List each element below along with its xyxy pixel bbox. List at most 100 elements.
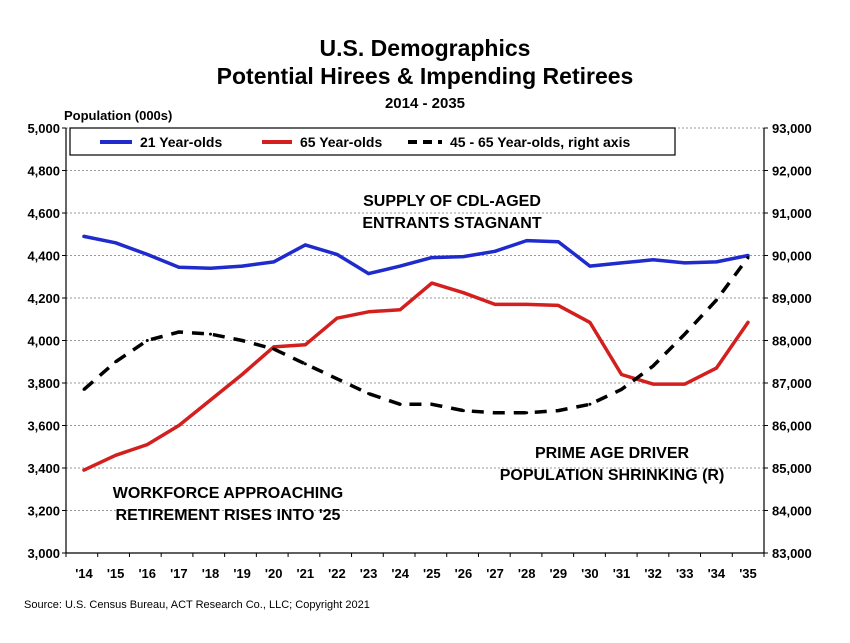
- x-tick-label: '25: [423, 566, 441, 581]
- x-tick-label: '32: [644, 566, 662, 581]
- series-0-point: [651, 258, 655, 262]
- series-2-point: [272, 347, 276, 351]
- series-0-point: [303, 243, 307, 247]
- series-2-point: [367, 392, 371, 396]
- left-tick-label: 4,800: [27, 164, 60, 179]
- left-tick-label: 4,600: [27, 206, 60, 221]
- right-tick-label: 86,000: [772, 419, 812, 434]
- x-tick-label: '24: [391, 566, 409, 581]
- annotation-prime-line1: PRIME AGE DRIVER: [535, 445, 690, 462]
- series-0-point: [683, 261, 687, 265]
- series-2-point: [493, 411, 497, 415]
- right-tick-label: 93,000: [772, 121, 812, 136]
- series-2-point: [714, 298, 718, 302]
- left-tick-label: 3,200: [27, 504, 60, 519]
- series-1-point: [620, 373, 624, 376]
- right-tick-label: 92,000: [772, 164, 812, 179]
- legend-label-45-65-year-olds: 45 - 65 Year-olds, right axis: [450, 134, 630, 150]
- series-1-point: [588, 320, 592, 324]
- left-tick-label: 5,000: [27, 121, 60, 136]
- legend-label-65-year-olds: 65 Year-olds: [300, 134, 382, 150]
- series-0-point: [525, 239, 529, 243]
- series-2-point: [430, 402, 434, 406]
- tick-labels: 3,000 3,200 3,400 3,600 3,800 4,000 4,200 4,400…: [27, 121, 811, 581]
- right-tick-label: 85,000: [772, 461, 812, 476]
- series-0-point: [620, 261, 624, 265]
- right-tick-label: 91,000: [772, 206, 812, 221]
- series-0-point: [114, 241, 118, 245]
- left-tick-label: 4,000: [27, 334, 60, 349]
- left-tick-label: 4,400: [27, 249, 60, 264]
- x-tick-label: '27: [486, 566, 504, 581]
- series-1-point: [114, 453, 118, 457]
- series-1-point: [303, 343, 307, 347]
- x-tick-label: '23: [360, 566, 378, 581]
- series-0-point: [335, 252, 339, 256]
- x-tick-label: '29: [550, 566, 568, 581]
- left-tick-label: 3,600: [27, 419, 60, 434]
- series-0-point: [430, 256, 434, 260]
- series-2-point: [335, 377, 339, 381]
- annotation-prime-line2: POPULATION SHRINKING (R): [500, 467, 725, 484]
- x-tick-label: '21: [297, 566, 315, 581]
- series-line-0: [82, 234, 750, 276]
- series-1-point: [683, 382, 687, 386]
- x-tick-label: '28: [518, 566, 536, 581]
- x-tick-label: '33: [676, 566, 694, 581]
- series-0-point: [208, 266, 212, 270]
- series-1-point: [82, 468, 86, 472]
- series-2-point: [177, 330, 181, 334]
- series-0-point: [177, 265, 181, 269]
- left-tick-label: 3,800: [27, 376, 60, 391]
- series-line-1: [82, 281, 750, 472]
- series-1-point: [398, 308, 402, 312]
- series-2-point: [114, 360, 118, 364]
- series-2-point: [746, 256, 750, 260]
- series-2-point: [683, 332, 687, 336]
- x-tick-label: '34: [708, 566, 726, 581]
- x-tick-label: '20: [265, 566, 283, 581]
- x-tick-label: '35: [739, 566, 757, 581]
- series-1-point: [430, 281, 434, 285]
- series-0-point: [82, 234, 86, 238]
- series-1-point: [208, 398, 212, 402]
- series-lines: [82, 234, 750, 472]
- right-tick-label: 83,000: [772, 546, 812, 561]
- right-tick-label: 84,000: [772, 504, 812, 519]
- legend: 21 Year-olds 65 Year-olds 45 - 65 Year-o…: [69, 127, 676, 156]
- x-tick-label: '14: [75, 566, 93, 581]
- annotation-supply-line1: SUPPLY OF CDL-AGED: [363, 193, 541, 210]
- series-2-point: [303, 362, 307, 366]
- chart-date-range: 2014 - 2035: [385, 95, 465, 112]
- series-0-point: [588, 264, 592, 268]
- series-2-point: [208, 332, 212, 336]
- series-1-point: [714, 366, 718, 370]
- x-tick-label: '17: [170, 566, 188, 581]
- x-tick-label: '16: [138, 566, 156, 581]
- right-tick-label: 90,000: [772, 249, 812, 264]
- series-1-point: [651, 382, 655, 386]
- series-1-point: [746, 320, 750, 324]
- annotation-workforce-line1: WORKFORCE APPROACHING: [113, 485, 344, 502]
- series-2-point: [82, 387, 86, 391]
- source-note: Source: U.S. Census Bureau, ACT Research…: [24, 599, 370, 611]
- series-2-point: [588, 402, 592, 406]
- series-1-point: [335, 316, 339, 320]
- axes: [62, 127, 768, 557]
- x-tick-label: '18: [202, 566, 220, 581]
- chart-subtitle: Potential Hirees & Impending Retirees: [217, 63, 634, 89]
- right-tick-label: 88,000: [772, 334, 812, 349]
- series-0-point: [556, 240, 560, 244]
- x-tick-label: '26: [455, 566, 473, 581]
- series-2-point: [620, 387, 624, 391]
- series-1-point: [367, 310, 371, 314]
- series-0-point: [272, 260, 276, 264]
- series-2-point: [525, 411, 529, 415]
- series-0-point: [461, 255, 465, 259]
- series-2-point: [145, 339, 149, 342]
- x-tick-label: '30: [581, 566, 599, 581]
- series-1-point: [240, 373, 244, 376]
- series-0-point: [746, 254, 750, 257]
